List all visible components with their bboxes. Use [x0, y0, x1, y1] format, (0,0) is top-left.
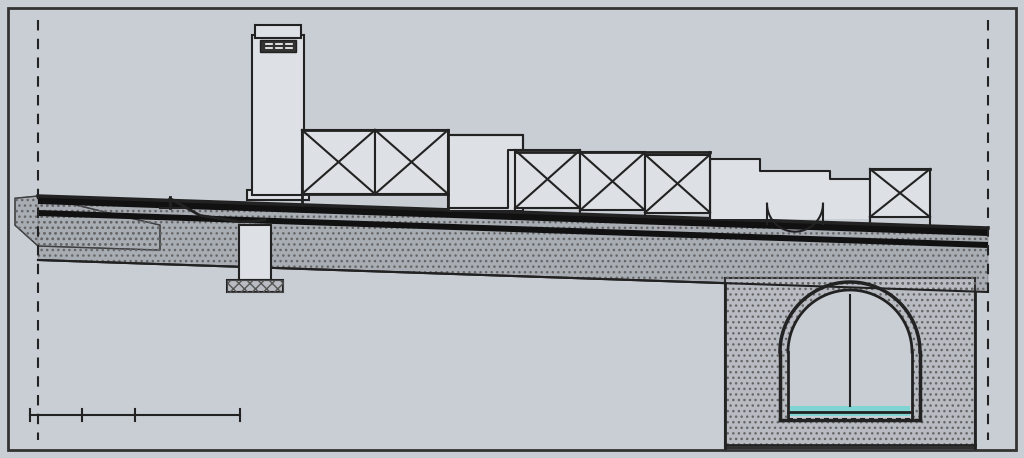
Polygon shape [38, 210, 988, 248]
Bar [375, 130, 449, 194]
Polygon shape [788, 290, 912, 420]
Polygon shape [710, 158, 870, 224]
Bar [870, 169, 930, 217]
Bar [580, 153, 645, 210]
Bar [255, 25, 301, 38]
Bar [515, 150, 580, 208]
Bar [247, 190, 309, 200]
Bar [239, 225, 271, 280]
Polygon shape [15, 196, 160, 250]
Polygon shape [38, 196, 988, 236]
Bar [790, 406, 910, 416]
Bar [227, 280, 283, 292]
Bar [725, 278, 975, 448]
Bar [227, 280, 283, 292]
Bar [725, 278, 975, 448]
Bar [252, 35, 304, 195]
Bar [645, 154, 710, 213]
Polygon shape [38, 196, 988, 292]
Bar [260, 40, 296, 52]
Bar [449, 135, 523, 211]
Bar [302, 130, 375, 194]
